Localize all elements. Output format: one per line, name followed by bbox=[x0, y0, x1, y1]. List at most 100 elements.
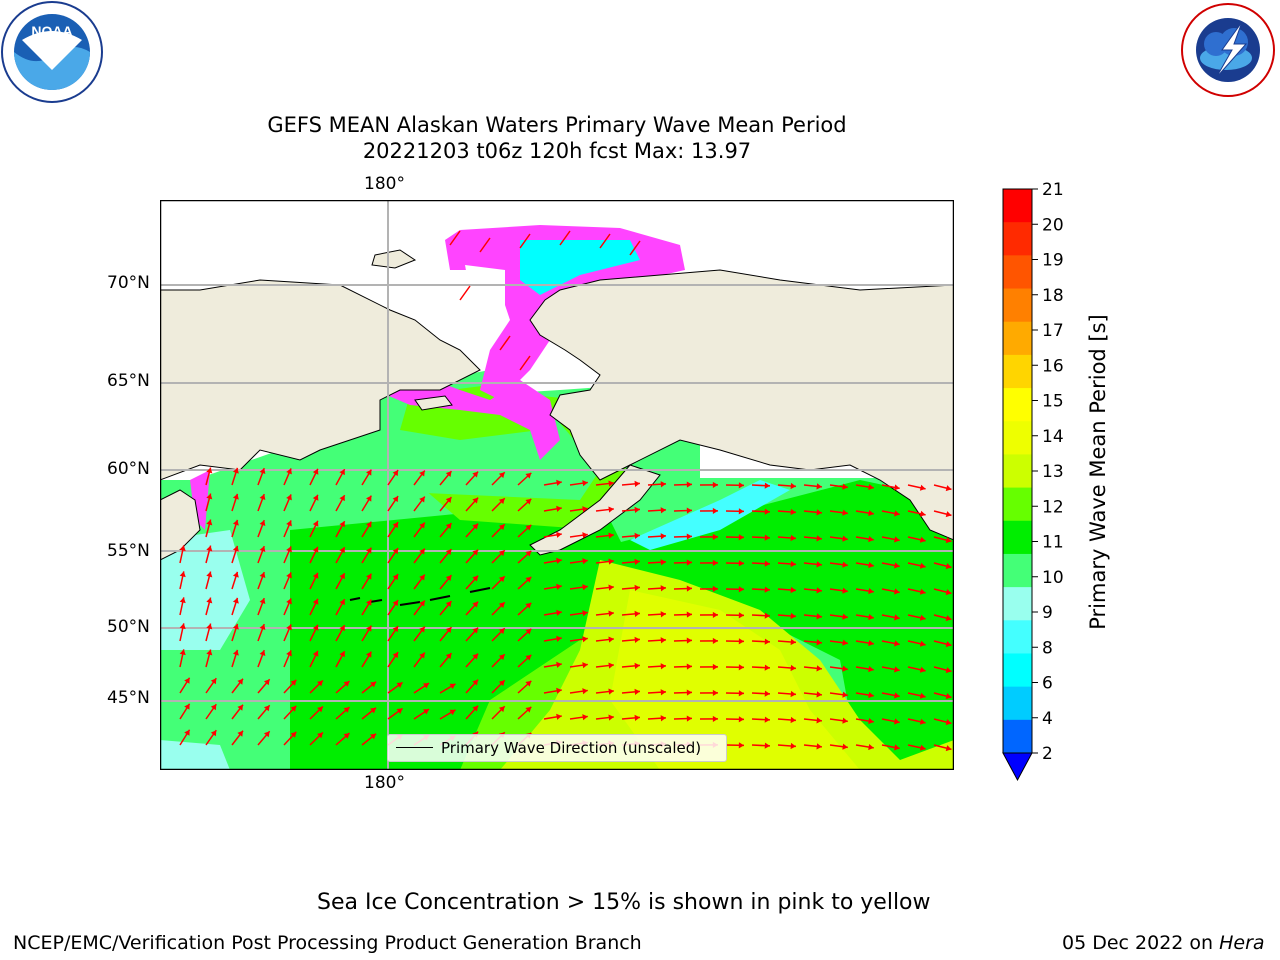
wave-arrow-head bbox=[392, 652, 399, 659]
wave-arrow-head bbox=[686, 689, 692, 696]
wave-arrow-head bbox=[179, 571, 186, 578]
wave-arrow-head bbox=[472, 653, 479, 660]
wave-arrow-head bbox=[608, 636, 614, 643]
wave-arrow-head bbox=[286, 624, 292, 631]
wave-arrow-head bbox=[738, 560, 744, 567]
land-alaska-peninsula bbox=[529, 464, 661, 556]
colorbar-tick-label: 13 bbox=[1042, 462, 1064, 482]
wave-arrow-head bbox=[259, 598, 266, 605]
wave-arrow-head bbox=[525, 524, 532, 531]
wave-arrow-head bbox=[712, 481, 718, 489]
colorbar-tick-label: 14 bbox=[1042, 427, 1064, 447]
wave-arrow-head bbox=[842, 743, 848, 750]
wave-arrow-head bbox=[449, 683, 456, 690]
wave-arrow-head bbox=[738, 638, 744, 645]
wave-arrow-head bbox=[608, 532, 614, 539]
wave-arrow-head bbox=[472, 549, 479, 556]
wave-arrow-head bbox=[556, 661, 562, 668]
wave-arrow-head bbox=[712, 663, 718, 671]
wave-arrow-head bbox=[206, 597, 213, 604]
colorbar-bin bbox=[1003, 421, 1032, 455]
wave-arrow-head bbox=[816, 587, 822, 594]
wave-arrow-head bbox=[472, 627, 479, 634]
wave-arrow-head bbox=[259, 520, 266, 527]
wave-arrow-head bbox=[423, 683, 430, 689]
wave-arrow-head bbox=[894, 484, 900, 491]
wave-arrow-head bbox=[712, 611, 718, 619]
lat-label-65: 65°N bbox=[107, 371, 150, 391]
lat-label-45: 45°N bbox=[107, 688, 150, 708]
wave-arrow-head bbox=[842, 561, 848, 568]
wave-arrow-head bbox=[919, 614, 926, 621]
lat-label-60: 60°N bbox=[107, 459, 150, 479]
wave-arrow-head bbox=[498, 654, 505, 661]
wave-arrow-head bbox=[366, 521, 372, 528]
wave-arrow-head bbox=[712, 637, 718, 645]
colorbar-tick-label: 16 bbox=[1042, 356, 1064, 376]
footer-left: NCEP/EMC/Verification Post Processing Pr… bbox=[13, 932, 642, 954]
wave-arrow-head bbox=[392, 496, 399, 503]
lon-label-top: 180° bbox=[364, 174, 405, 194]
wave-arrow-head bbox=[738, 742, 744, 749]
wave-arrow-shaft bbox=[629, 240, 641, 256]
wave-arrow-head bbox=[686, 559, 692, 566]
noaa-logo-text: NOAA bbox=[31, 23, 72, 39]
wave-arrow-head bbox=[816, 509, 822, 516]
colorbar-bin bbox=[1003, 388, 1032, 422]
wave-arrow-head bbox=[312, 624, 319, 631]
wave-arrow-head bbox=[712, 533, 718, 541]
wave-arrow-head bbox=[370, 681, 377, 688]
land-siberia bbox=[160, 279, 481, 481]
colorbar-bin bbox=[1003, 354, 1032, 389]
wave-arrow-head bbox=[945, 745, 952, 752]
sea-ice-chukchi bbox=[445, 225, 685, 400]
wave-arrow-head bbox=[419, 496, 425, 503]
wave-arrow-head bbox=[894, 614, 900, 621]
wave-arrow-head bbox=[206, 467, 213, 474]
wave-arrow-head bbox=[894, 536, 900, 543]
wave-arrow-head bbox=[634, 636, 640, 643]
wave-arrow-head bbox=[339, 521, 345, 528]
wave-arrow-head bbox=[259, 494, 266, 501]
wave-arrow-head bbox=[556, 583, 562, 590]
colorbar-bin bbox=[1003, 288, 1032, 323]
wave-arrow-head bbox=[816, 561, 822, 568]
wave-arrow-head bbox=[343, 681, 350, 687]
wave-arrow-head bbox=[370, 707, 377, 714]
wave-arrow-shaft bbox=[599, 233, 611, 249]
wave-arrow-head bbox=[738, 508, 744, 515]
wave-arrow-head bbox=[816, 691, 822, 698]
wave-arrow-head bbox=[582, 584, 588, 591]
wave-arrow-head bbox=[712, 585, 718, 593]
wave-arrow-head bbox=[339, 573, 345, 580]
wave-arrow-head bbox=[945, 641, 952, 648]
wave-arrow-head bbox=[556, 479, 562, 486]
wave-arrow-head bbox=[525, 602, 532, 609]
wave-arrow-head bbox=[556, 531, 562, 538]
wave-arrow-head bbox=[366, 547, 372, 554]
wave-arrow-head bbox=[608, 480, 614, 487]
colorbar-tick-label: 19 bbox=[1042, 251, 1064, 271]
wave-arrow-head bbox=[842, 587, 848, 594]
wave-arrow-head bbox=[608, 688, 614, 695]
lat-label-50: 50°N bbox=[107, 617, 150, 637]
wave-arrow-head bbox=[790, 742, 796, 750]
colorbar-tick-label: 21 bbox=[1042, 180, 1064, 200]
land-st-lawrence-island bbox=[414, 395, 453, 411]
wave-arrow-head bbox=[582, 636, 588, 643]
colorbar-bin bbox=[1003, 189, 1032, 223]
legend-line-swatch bbox=[396, 747, 433, 748]
wave-arrow-head bbox=[894, 588, 900, 595]
wave-arrow-head bbox=[232, 597, 239, 604]
wave-arrow-head bbox=[816, 639, 822, 646]
wave-arrow-head bbox=[686, 637, 692, 644]
wave-arrow-head bbox=[206, 649, 213, 656]
colorbar-bin bbox=[1003, 255, 1032, 290]
wave-arrow-head bbox=[290, 679, 297, 686]
wave-arrow-head bbox=[868, 666, 874, 673]
wave-arrow-head bbox=[366, 599, 372, 606]
wave-arrow-head bbox=[525, 628, 532, 635]
wave-arrow-head bbox=[764, 612, 770, 619]
wave-arrow-head bbox=[525, 498, 532, 505]
wave-arrow-head bbox=[894, 640, 900, 647]
